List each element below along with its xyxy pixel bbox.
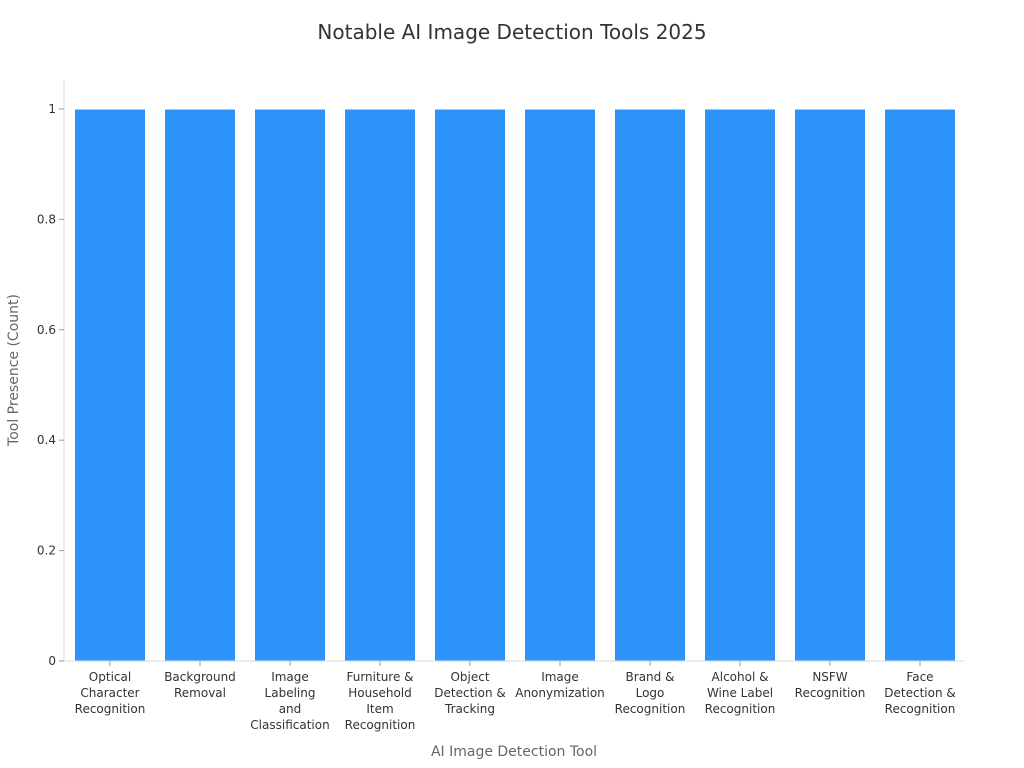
bar-10 <box>884 108 956 662</box>
bar-1 <box>74 108 146 662</box>
x-tick-label: Brand & Logo Recognition <box>615 670 686 716</box>
y-tick-label: 0.2 <box>37 544 56 558</box>
bars-layer <box>74 108 956 662</box>
y-tick-label: 0.4 <box>37 433 56 447</box>
x-tick-label: Background Removal <box>164 670 236 700</box>
x-tick-label: Image Anonymization <box>515 670 605 700</box>
x-tick-label: NSFW Recognition <box>795 670 866 700</box>
chart-title: Notable AI Image Detection Tools 2025 <box>317 20 707 44</box>
y-tick-label: 0.8 <box>37 212 56 226</box>
bar-5 <box>434 108 506 662</box>
x-tick-label: Alcohol & Wine Label Recognition <box>705 670 776 716</box>
x-tick-label: Optical Character Recognition <box>75 670 146 716</box>
y-tick-label: 0.6 <box>37 323 56 337</box>
bar-9 <box>794 108 866 662</box>
bar-3 <box>254 108 326 662</box>
x-tick-label: Furniture & Household Item Recognition <box>345 670 416 732</box>
bar-2 <box>164 108 236 662</box>
bar-7 <box>614 108 686 662</box>
x-axis-title: AI Image Detection Tool <box>431 744 597 760</box>
x-tick-label: Face Detection & Recognition <box>884 670 955 716</box>
x-ticks-layer: Optical Character Recognition Background Rem… <box>75 661 956 732</box>
x-tick-label: Object Detection & Tracking <box>434 670 505 716</box>
bar-6 <box>524 108 596 662</box>
y-tick-label: 1 <box>48 102 56 116</box>
y-tick-label: 0 <box>48 654 56 668</box>
bar-8 <box>704 108 776 662</box>
y-axis-title: Tool Presence (Count) <box>6 294 22 447</box>
x-tick-label: Image Labeling and Classification <box>250 670 329 732</box>
bar-4 <box>344 108 416 662</box>
y-ticks-layer: 0 0.2 0.4 0.6 0.8 1 <box>37 102 64 668</box>
